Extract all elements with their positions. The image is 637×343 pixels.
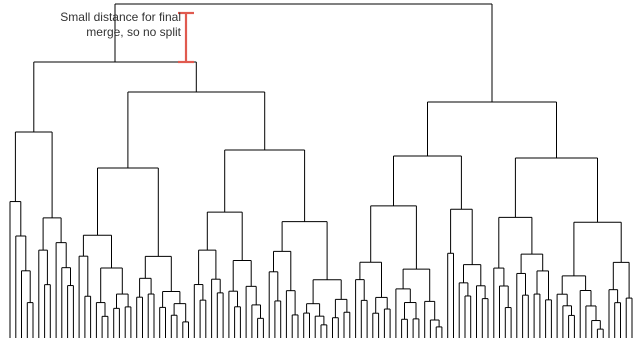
annotation-line-2: merge, so no split — [86, 25, 181, 39]
final-merge-annotation: Small distance for final merge, so no sp… — [0, 10, 181, 40]
distance-marker — [178, 11, 194, 64]
annotation-line-1: Small distance for final — [60, 10, 181, 24]
dendrogram-tree — [9, 3, 633, 338]
